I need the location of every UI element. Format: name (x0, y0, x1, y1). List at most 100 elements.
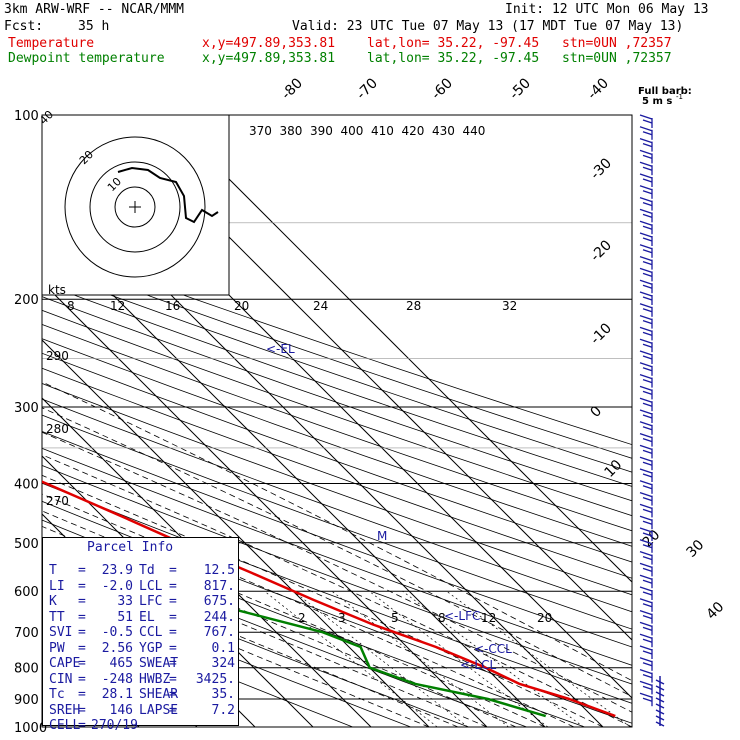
wind-barb-flag (639, 668, 653, 675)
dry-adiabat (42, 447, 632, 666)
parcel-cell-r6-c4: = (169, 656, 177, 671)
wind-barb-flag (639, 303, 653, 309)
parcel-cell-r9-c3: LAPSE (139, 702, 179, 718)
parcel-cell-r5-c4: = (169, 640, 177, 656)
wind-barb-flag (642, 437, 653, 443)
wind-barb-flag (639, 185, 653, 191)
parcel-cell-r7-c4: = (169, 671, 177, 687)
wind-barb-flag (639, 385, 653, 392)
wind-barb-flag (639, 244, 653, 250)
wind-barb-flag (639, 562, 653, 569)
parcel-cell-r0-c3: Td (139, 563, 155, 578)
wind-barb-flag (639, 114, 653, 120)
pressure-label: 900 (14, 693, 39, 708)
parcel-cell-r2-c2: 33 (117, 594, 133, 609)
parcel-info-title: Parcel Info (87, 540, 174, 555)
wind-barb-flag (642, 485, 653, 490)
isotherm-line (42, 397, 372, 727)
lcl-annotation: <-LCL (460, 658, 496, 672)
isotherm-label-top: -70 (354, 75, 381, 102)
wind-barb-flag (639, 550, 653, 557)
parcel-cell-r2-c4: = (169, 594, 177, 609)
wind-barb-flag (642, 190, 653, 195)
parcel-cell-r4-c2: -0.5 (101, 625, 133, 640)
wind-barb-flag (642, 402, 653, 407)
hodo-speed-label: 20 (234, 299, 249, 313)
theta-e-label: 410 (371, 124, 394, 138)
isotherm-label-right: 0 (588, 403, 606, 421)
dry-adiabat (42, 465, 632, 685)
wind-barb-flag (642, 201, 653, 207)
hodo-speed-label: 12 (110, 299, 125, 313)
parcel-cell-r1-c2: -2.0 (101, 578, 133, 594)
wind-barb-flag (642, 591, 653, 596)
wind-barb-flag (642, 414, 653, 419)
parcel-cell-r8-c0: Tc (49, 687, 65, 702)
plot-frame (41, 114, 633, 728)
wind-barb-flag (639, 657, 653, 663)
pressure-label: 600 (14, 585, 39, 600)
wind-barb-flag (642, 308, 653, 313)
dry-adiabat (42, 367, 632, 579)
wind-barb-flag (642, 603, 653, 608)
parcel-cell-r0-c2: 23.9 (101, 563, 133, 578)
parcel-cell-r0-c5: 12.5 (203, 563, 235, 578)
wind-barb-flag (642, 225, 653, 230)
wind-barb-flag (639, 137, 653, 144)
wind-barb-flag (639, 291, 653, 297)
parcel-cell-r4-c3: CCL (139, 625, 163, 640)
wind-barb-flag (639, 126, 653, 132)
legend-temperature-stn: stn=0UN ,72357 (562, 36, 672, 51)
wind-barb-flag (642, 331, 653, 337)
forecast-label: Fcst: (4, 19, 44, 34)
wind-barb-flag (642, 697, 653, 702)
legend-dewpoint-name: Dewpoint temperature (8, 51, 165, 66)
parcel-cell-r10-c0: CELL (49, 718, 81, 733)
init-time: Init: 12 UTC Mon 06 May 13 (505, 2, 709, 17)
parcel-cell-r1-c1: = (78, 578, 86, 594)
wind-barb-flag (639, 480, 653, 486)
wind-barb-flag (642, 178, 653, 183)
parcel-cell-r3-c1: = (78, 609, 86, 625)
parcel-cell-r9-c5: 7.2 (211, 702, 235, 718)
pressure-label: 700 (14, 626, 39, 641)
dry-adiabat (42, 600, 353, 727)
wind-barb-flag (642, 567, 653, 573)
pressure-label: 400 (14, 477, 39, 492)
wind-barb-flag (639, 491, 653, 498)
hodo-speed-label: 28 (406, 299, 421, 313)
parcel-cell-r2-c0: K (49, 594, 57, 609)
theta-label: 290 (46, 349, 69, 363)
parcel-cell-r0-c4: = (169, 563, 177, 578)
wind-barb-flag (642, 426, 653, 431)
theta-e-label: 420 (402, 124, 425, 138)
parcel-cell-r2-c1: = (78, 594, 86, 609)
dry-adiabat (42, 383, 632, 596)
isotherm-label-top: -60 (429, 75, 456, 102)
theta-label: 270 (46, 494, 69, 508)
kts-label: kts (48, 283, 66, 297)
moist-adiabat (42, 566, 430, 727)
wind-barb-flag (642, 461, 653, 466)
wind-barb-flag (642, 367, 653, 372)
mixing-ratio-label: 8 (438, 611, 446, 625)
wind-barb-flag (639, 338, 653, 344)
wind-barb-flag (639, 409, 653, 415)
parcel-cell-r8-c1: = (78, 687, 86, 702)
parcel-cell-r4-c0: SVI (49, 625, 73, 640)
parcel-cell-r7-c1: = (78, 671, 86, 687)
wind-barb-flag (642, 154, 653, 160)
wind-barb-flag (639, 397, 653, 403)
wind-barb-flag (642, 638, 653, 643)
temperature-profile (42, 480, 616, 718)
hodograph-ring (89, 161, 181, 253)
hodo-speed-label: 8 (67, 299, 75, 313)
parcel-cell-r2-c5: 675. (203, 594, 235, 609)
mixing-ratio-line (331, 590, 509, 727)
parcel-cell-r1-c4: = (169, 578, 177, 594)
moist-adiabat (42, 474, 604, 727)
parcel-cell-r5-c2: 2.56 (101, 640, 133, 656)
wind-barb-flag (642, 260, 653, 266)
wind-barb-flag (639, 527, 653, 533)
moist-adiabat (42, 407, 632, 698)
